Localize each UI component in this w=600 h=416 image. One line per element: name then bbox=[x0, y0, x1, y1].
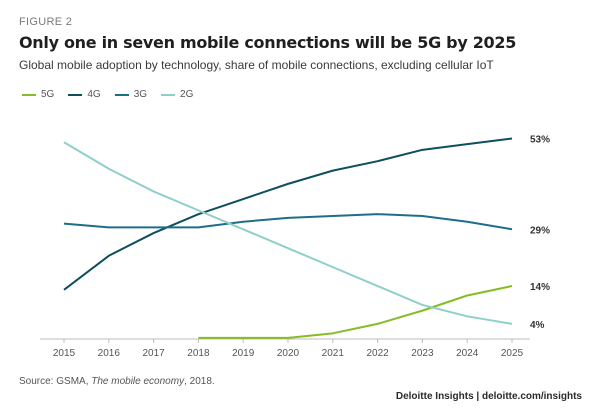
legend-label: 4G bbox=[87, 89, 101, 100]
x-tick-label: 2022 bbox=[366, 348, 389, 359]
legend-item-4g: 4G bbox=[68, 89, 101, 100]
legend-label: 3G bbox=[133, 89, 148, 100]
legend-swatch bbox=[68, 93, 83, 96]
legend-item-3g: 3G bbox=[114, 89, 148, 100]
x-tick-label: 2018 bbox=[187, 348, 210, 359]
x-tick-label: 2025 bbox=[501, 348, 524, 359]
legend-item-5g: 5G bbox=[22, 89, 54, 100]
series-line-5g bbox=[198, 285, 513, 339]
end-label-5g: 14% bbox=[530, 282, 550, 293]
series-line-3g bbox=[63, 213, 513, 231]
end-label-2g: 4% bbox=[530, 320, 545, 331]
figure-label: FIGURE 2 bbox=[19, 16, 73, 28]
series-line-4g bbox=[63, 137, 513, 291]
legend-swatch bbox=[22, 93, 36, 96]
end-label-3g: 29% bbox=[530, 225, 550, 236]
source-note: Source: GSMA, The mobile economy, 2018. bbox=[19, 376, 215, 387]
chart-title: Only one in seven mobile connections wil… bbox=[19, 33, 517, 52]
chart-subtitle: Global mobile adoption by technology, sh… bbox=[19, 58, 494, 72]
legend-swatch bbox=[114, 93, 129, 96]
end-label-4g: 53% bbox=[530, 134, 550, 145]
legend-label: 5G bbox=[41, 89, 55, 100]
legend-item-2g: 2G bbox=[161, 89, 193, 100]
x-tick-label: 2015 bbox=[53, 348, 76, 359]
legend-label: 2G bbox=[180, 89, 194, 100]
x-tick-label: 2020 bbox=[277, 348, 300, 359]
x-tick-label: 2019 bbox=[232, 348, 255, 359]
x-tick-label: 2023 bbox=[411, 348, 434, 359]
x-tick-label: 2021 bbox=[322, 348, 345, 359]
source-publication: The mobile economy bbox=[91, 376, 185, 387]
source-prefix: Source: GSMA, bbox=[19, 376, 92, 387]
x-tick-label: 2017 bbox=[142, 348, 165, 359]
x-tick-label: 2024 bbox=[456, 348, 479, 359]
source-suffix: , 2018. bbox=[184, 376, 215, 387]
chart-legend: 5G 4G 3G 2G bbox=[22, 89, 193, 100]
legend-swatch bbox=[161, 93, 176, 96]
x-tick-label: 2016 bbox=[98, 348, 121, 359]
series-line-2g bbox=[63, 141, 513, 325]
credit-line: Deloitte Insights | deloitte.com/insight… bbox=[395, 391, 582, 402]
